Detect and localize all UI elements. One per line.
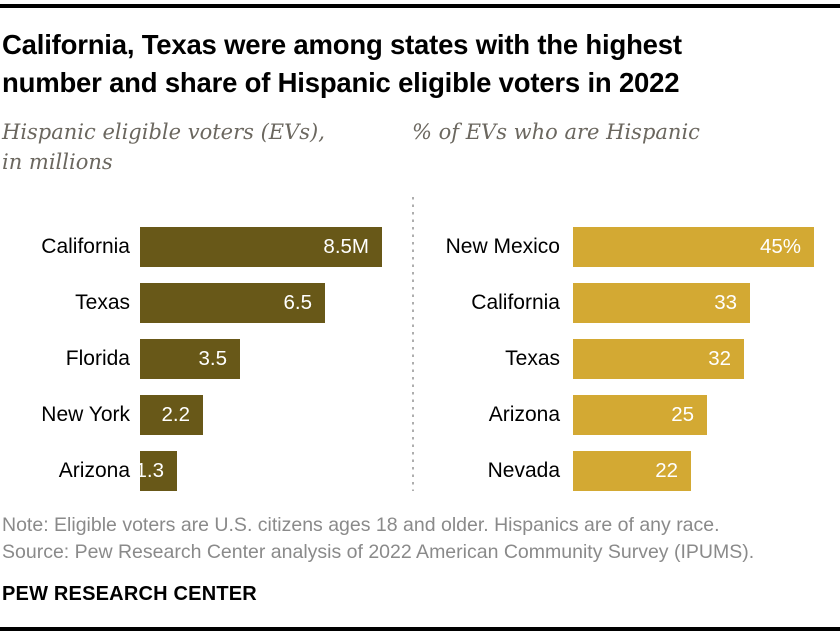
category-label: California <box>471 291 560 314</box>
bar-row: Texas 32 <box>422 339 814 379</box>
category-label: Texas <box>505 347 560 370</box>
value-label: 1.3 <box>135 459 165 482</box>
top-rule <box>0 4 840 8</box>
bar: 2.2 <box>140 395 203 435</box>
bar: 32 <box>573 339 744 379</box>
category-label: New York <box>41 403 130 426</box>
footnotes: Note: Eligible voters are U.S. citizens … <box>2 512 754 566</box>
bar: 22 <box>573 451 691 491</box>
left-chart-subtitle-line-1: Hispanic eligible voters (EVs), <box>2 120 325 144</box>
value-label: 25 <box>671 403 694 426</box>
bar: 1.3 <box>136 451 177 491</box>
category-label: Texas <box>75 291 130 314</box>
left-bar-chart: California 8.5M Texas 6.5 Florida 3.5 New York… <box>0 227 382 507</box>
note-text: Note: Eligible voters are U.S. citizens … <box>2 514 720 536</box>
bar-row: Florida 3.5 <box>0 339 382 379</box>
bottom-rule <box>0 627 840 631</box>
right-chart-subtitle: % of EVs who are Hispanic <box>412 120 700 144</box>
bar-row: Arizona 1.3 <box>0 451 382 491</box>
bar-row: New Mexico 45% <box>422 227 814 267</box>
bar: 3.5 <box>140 339 240 379</box>
chart-title-line-1: California, Texas were among states with… <box>2 29 682 60</box>
chart-divider-dotted-line <box>412 197 414 491</box>
value-label: 32 <box>708 347 731 370</box>
category-label: Arizona <box>488 403 560 426</box>
chart-title: California, Texas were among states with… <box>2 26 682 102</box>
bar: 25 <box>573 395 707 435</box>
bar-row: Texas 6.5 <box>0 283 382 323</box>
bar: 6.5 <box>140 283 325 323</box>
category-label: Nevada <box>487 459 560 482</box>
left-chart-subtitle: Hispanic eligible voters (EVs), in milli… <box>2 117 325 177</box>
value-label: 45% <box>759 235 801 258</box>
chart-title-line-2: number and share of Hispanic eligible vo… <box>2 67 680 98</box>
bar: 33 <box>573 283 750 323</box>
value-label: 33 <box>714 291 737 314</box>
value-label: 6.5 <box>283 291 313 314</box>
pew-research-center-wordmark: PEW RESEARCH CENTER <box>2 583 257 605</box>
right-bar-chart: New Mexico 45% California 33 Texas 32 Arizona 2… <box>422 227 814 507</box>
bar: 45% <box>573 227 814 267</box>
bar: 8.5M <box>140 227 382 267</box>
category-label: Arizona <box>58 459 130 482</box>
bar-row: Arizona 25 <box>422 395 814 435</box>
bar-row: California 33 <box>422 283 814 323</box>
bar-row: California 8.5M <box>0 227 382 267</box>
value-label: 3.5 <box>198 347 228 370</box>
value-label: 8.5M <box>323 235 369 258</box>
bar-row: New York 2.2 <box>0 395 382 435</box>
category-label: New Mexico <box>445 235 560 258</box>
category-label: California <box>41 235 130 258</box>
value-label: 22 <box>655 459 678 482</box>
source-text: Source: Pew Research Center analysis of … <box>2 541 755 563</box>
left-chart-subtitle-line-2: in millions <box>2 150 113 174</box>
bar-row: Nevada 22 <box>422 451 814 491</box>
value-label: 2.2 <box>161 403 191 426</box>
category-label: Florida <box>65 347 130 370</box>
